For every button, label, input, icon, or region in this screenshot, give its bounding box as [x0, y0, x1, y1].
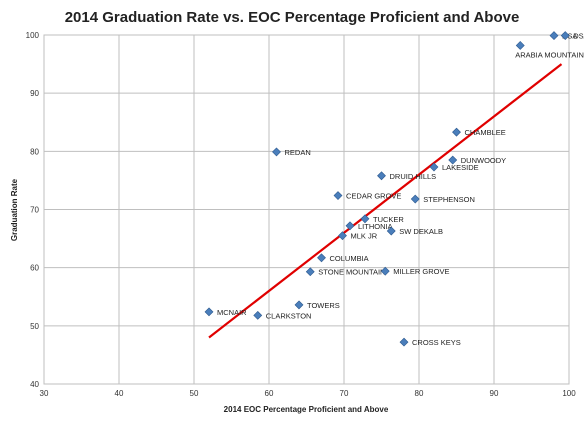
data-point [338, 231, 347, 241]
data-point [253, 310, 263, 320]
data-point [333, 191, 343, 200]
y-tick-label: 90 [30, 89, 39, 98]
point-label: DSA [562, 32, 577, 41]
y-tick-label: 100 [26, 31, 40, 40]
point-label: MILLER GROVE [393, 267, 449, 276]
x-tick-label: 100 [562, 389, 576, 398]
data-point [399, 337, 409, 347]
data-point [410, 194, 420, 204]
data-point [294, 300, 304, 310]
data-point [549, 31, 559, 41]
point-label: CEDAR GROVE [346, 192, 401, 201]
data-point [560, 31, 570, 41]
data-point [272, 147, 281, 157]
point-label: STEPHENSON [423, 195, 475, 204]
x-tick-label: 40 [115, 389, 124, 398]
data-point [204, 307, 214, 317]
data-point [448, 155, 458, 165]
point-label: ARABIA MOUNTAIN [515, 50, 584, 59]
data-point [452, 127, 461, 137]
y-tick-label: 70 [30, 206, 39, 215]
y-tick-label: 40 [30, 380, 39, 389]
x-tick-label: 90 [490, 389, 499, 398]
point-label: MCNAIR [217, 308, 247, 317]
point-label: LAKESIDE [442, 163, 479, 172]
x-tick-label: 50 [190, 389, 199, 398]
point-label: CROSS KEYS [412, 338, 461, 347]
trendline [208, 63, 563, 339]
point-label: REDAN [285, 148, 311, 157]
y-tick-label: 80 [30, 147, 39, 156]
point-label: LITHONIA [358, 222, 393, 231]
chart-title: 2014 Graduation Rate vs. EOC Percentage … [65, 9, 520, 26]
y-tick-label: 60 [30, 264, 39, 273]
data-point [380, 266, 390, 276]
data-point [377, 171, 386, 181]
data-point [386, 226, 396, 236]
trendline-layer [208, 63, 563, 339]
point-label: TUCKER [373, 215, 404, 224]
point-label: SW DEKALB [399, 227, 443, 236]
x-tick-label: 70 [340, 389, 349, 398]
y-tick-label: 50 [30, 322, 39, 331]
grid-layer [43, 34, 570, 385]
data-point [515, 41, 525, 50]
point-label: COLUMBIA [330, 254, 369, 263]
x-tick-label: 80 [415, 389, 424, 398]
point-label: TOWERS [307, 301, 340, 310]
data-point [305, 267, 315, 277]
point-label: STONE MOUNTAIN [318, 268, 385, 277]
data-point [360, 214, 370, 224]
point-label: DUNWOODY [461, 156, 506, 165]
point-label: DRUID HILLS [390, 172, 437, 181]
x-tick-label: 30 [40, 389, 49, 398]
data-point [345, 221, 355, 231]
point-label: CHAMBLEE [465, 128, 506, 137]
point-label: CLARKSTON [266, 311, 312, 320]
data-point [317, 253, 326, 263]
y-axis-label: Graduation Rate [10, 178, 19, 241]
x-axis-label: 2014 EOC Percentage Proficient and Above [224, 405, 389, 414]
data-point [429, 162, 439, 172]
point-label: DSA [573, 32, 584, 41]
plot-frame [43, 34, 570, 385]
x-tick-label: 60 [265, 389, 274, 398]
point-label: MLK JR [351, 232, 378, 241]
